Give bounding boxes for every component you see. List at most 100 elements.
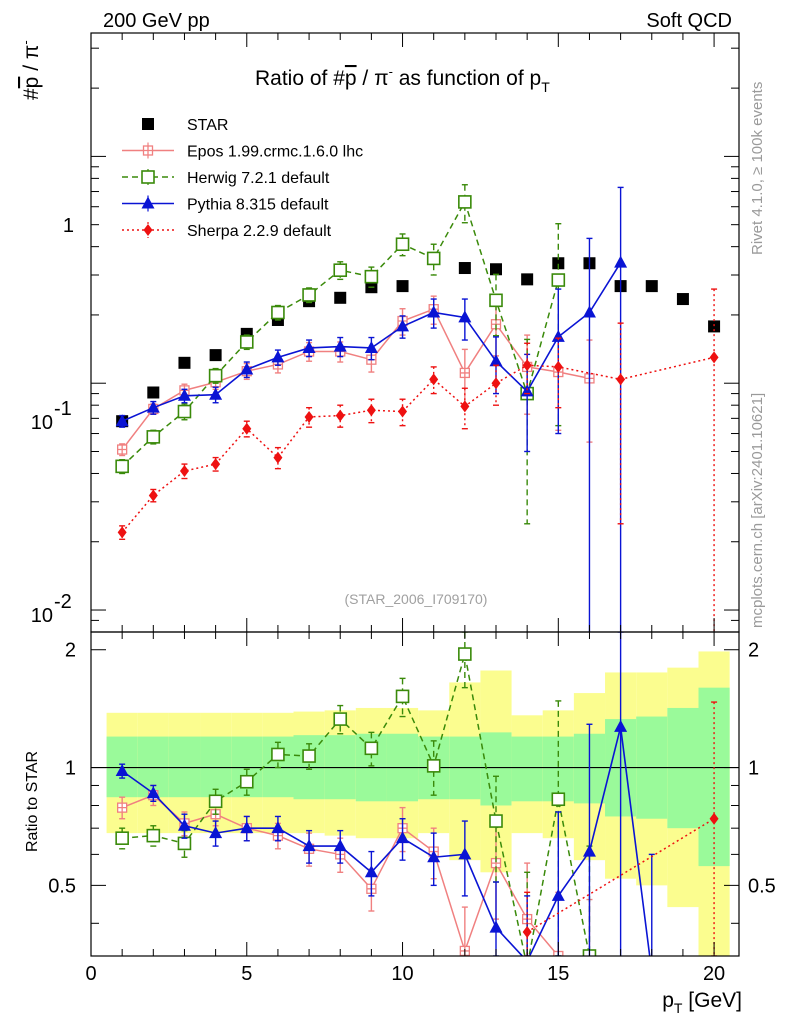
data-point [146,400,160,413]
data-point [398,405,408,418]
data-point [429,373,439,386]
marker-cross [460,368,470,378]
series-4 [117,288,719,632]
legend-marker [141,170,155,184]
legend-marker [142,118,154,130]
data-point [458,262,471,275]
ratio-point [271,747,285,762]
series-2 [115,184,566,525]
data-point [177,404,192,419]
band-green [480,732,512,806]
rivet-version-label: Rivet 4.1.0, ≥ 100k events [749,82,766,255]
main-plot-area [115,184,721,632]
data-point [364,269,379,284]
data-point [520,384,534,397]
x-tick-label: 0 [85,963,96,985]
x-tick-label: 5 [241,963,252,985]
ratio-point [426,759,441,773]
uncertainty-bands [106,651,730,956]
legend-entry-0: STAR [142,117,228,134]
data-point [179,465,189,478]
ratio-point [364,741,379,756]
band-green [168,736,201,798]
ratio-point [146,786,160,799]
x-tick-label: 15 [547,963,569,985]
x-tick-label: 20 [703,963,725,985]
ratio-point [115,763,129,776]
mcplots-source-label: mcplots.cern.ch [arXiv:2401.10621] [749,393,766,628]
y-tick-label-left: 2 [65,640,76,662]
series-3 [115,186,628,632]
ratio-point [208,794,223,809]
series-line [121,308,590,450]
data-point [146,430,161,444]
legend-label: Sherpa 2.2.9 default [187,223,332,240]
data-point [396,280,409,293]
ratio-point [271,821,285,834]
ratio-point [395,689,410,704]
ytick-label-1e-1-exp: -1 [54,398,72,420]
data-point [335,409,345,422]
ratio-point [551,888,565,901]
ratio-point [239,774,254,789]
data-point [709,351,719,364]
main-y-ticks [90,33,739,633]
marker-cross [143,146,153,155]
legend-label: STAR [187,117,228,134]
data-point [614,255,628,268]
reference-label: (STAR_2006_I709170) [345,591,488,607]
data-point [364,340,378,353]
data-point [271,305,285,320]
legend: STAR Epos 1.99.crmc.1.6.0 lhc Herwig 7.2.1… [122,117,363,240]
ratio-ticks: 0 5 10 15 20 0.5 0.5 1 1 2 2 [48,632,776,985]
data-point [209,387,223,400]
legend-label: Pythia 8.315 default [187,197,329,214]
main-series-group [115,184,721,632]
ytick-label-1e-2-exp: -2 [54,591,72,613]
data-point [460,400,470,413]
marker-cross [585,962,594,971]
data-point [117,526,127,539]
legend-marker [143,224,153,236]
ratio-point [521,961,533,973]
data-point [117,444,128,455]
data-point [334,291,347,304]
ratio-point [364,865,378,878]
data-point [333,263,348,277]
data-point [551,329,565,342]
band-green [200,736,232,798]
ratio-point [146,828,161,843]
data-point [242,422,252,435]
legend-marker [141,196,155,209]
marker-box [585,962,594,971]
data-point [489,293,503,308]
header-right-label: Soft QCD [646,10,732,32]
ratio-point [489,920,503,933]
band-green [698,687,730,867]
y-tick-label-right: 2 [748,640,759,662]
header-left-label: 200 GeV pp [103,10,210,32]
data-point [148,489,158,502]
ratio-point [209,826,223,839]
legend-entry-3: Pythia 8.315 default [122,195,329,214]
ratio-point [117,802,128,813]
y-tick-label-right: 1 [748,758,759,780]
data-point [240,362,254,375]
data-point [676,293,689,306]
ratio-series-1 [115,632,597,973]
marker-cross [117,803,127,813]
data-point [427,305,441,318]
ratio-point [489,814,503,828]
data-point [396,319,410,332]
data-point [333,339,347,352]
legend-label: Epos 1.99.crmc.1.6.0 lhc [187,144,363,161]
data-point [489,354,503,367]
ratio-panel: 0 5 10 15 20 0.5 0.5 1 1 2 2 Ratio to STAR pT [GeV… [24,631,776,1016]
ratio-point [333,839,347,852]
ratio-point [302,749,316,763]
data-point [553,360,563,373]
legend-label: Herwig 7.2.1 default [187,170,330,187]
ratio-point [645,965,658,977]
data-point [302,340,316,353]
